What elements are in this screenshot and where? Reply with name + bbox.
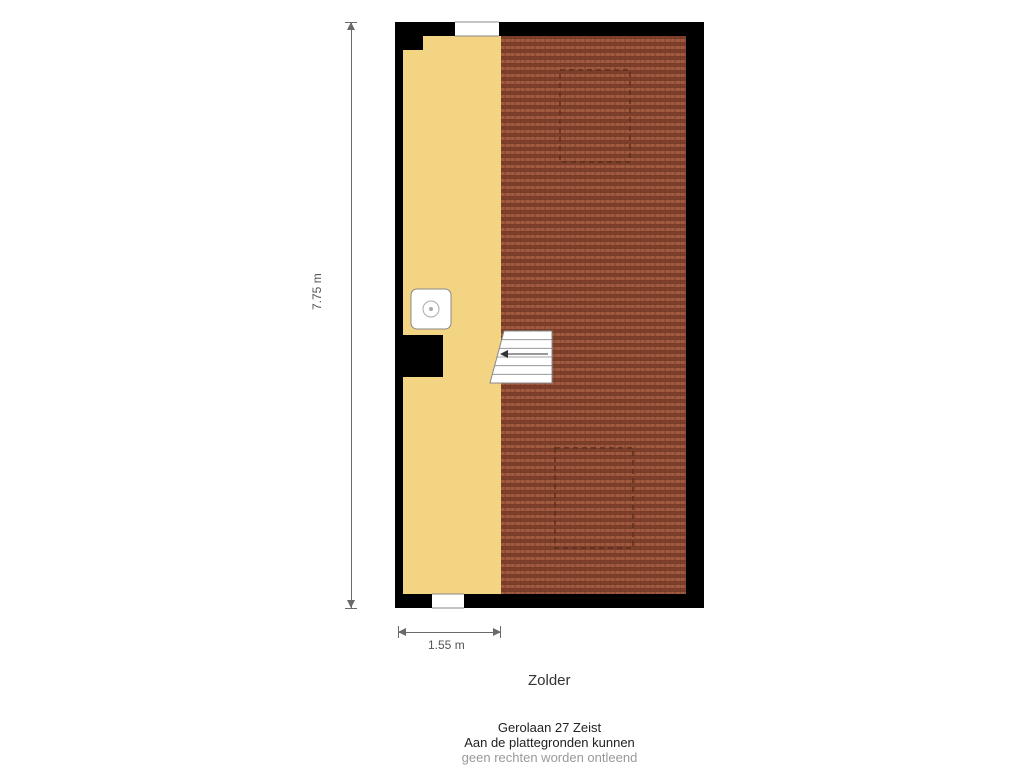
caption-line1: Gerolaan 27 Zeist <box>395 720 704 735</box>
dim-vertical-line <box>351 22 352 608</box>
floorplan-svg <box>0 0 1024 768</box>
top-door-gap <box>455 22 499 36</box>
floorplan-canvas: 7.75 m 1.55 m Zolder Gerolaan 27 Zeist A… <box>0 0 1024 768</box>
dim-horizontal-label: 1.55 m <box>428 638 465 652</box>
room-title: Zolder <box>528 672 571 689</box>
dim-vertical-label: 7.75 m <box>310 273 324 310</box>
caption-line2: Aan de plattegronden kunnen <box>395 735 704 750</box>
dim-vertical-arrow-bottom <box>347 600 355 608</box>
roof-area <box>501 36 686 594</box>
bottom-door-gap <box>432 594 464 608</box>
caption: Gerolaan 27 Zeist Aan de plattegronden k… <box>395 720 704 765</box>
dim-vertical-arrow-top <box>347 22 355 30</box>
black-block <box>403 335 443 377</box>
dim-horizontal-line <box>398 632 501 633</box>
dim-horizontal-arrow-right <box>493 628 501 636</box>
fixture-sink <box>411 289 451 329</box>
dim-vertical-tick-bottom <box>345 608 357 609</box>
dim-horizontal-arrow-left <box>398 628 406 636</box>
corner-block-top-left <box>395 22 423 50</box>
caption-line3: geen rechten worden ontleend <box>395 750 704 765</box>
